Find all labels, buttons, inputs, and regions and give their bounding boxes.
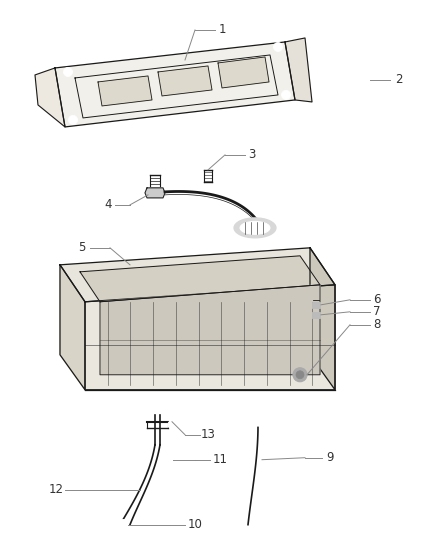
Polygon shape bbox=[60, 248, 335, 302]
Text: 11: 11 bbox=[212, 453, 227, 466]
Circle shape bbox=[273, 43, 283, 52]
Text: 4: 4 bbox=[104, 198, 112, 212]
Polygon shape bbox=[98, 76, 152, 106]
Text: 1: 1 bbox=[218, 23, 226, 36]
Text: 3: 3 bbox=[248, 148, 256, 161]
Polygon shape bbox=[145, 188, 165, 198]
Text: 2: 2 bbox=[395, 74, 403, 86]
Ellipse shape bbox=[240, 221, 270, 235]
Polygon shape bbox=[158, 66, 212, 96]
Polygon shape bbox=[85, 285, 335, 390]
Polygon shape bbox=[310, 248, 335, 390]
Circle shape bbox=[163, 455, 173, 465]
Text: 10: 10 bbox=[187, 518, 202, 531]
Polygon shape bbox=[80, 256, 320, 302]
Circle shape bbox=[282, 91, 290, 100]
Text: 8: 8 bbox=[373, 318, 381, 332]
Polygon shape bbox=[35, 68, 65, 127]
Circle shape bbox=[340, 65, 370, 95]
Circle shape bbox=[64, 68, 73, 76]
Text: 9: 9 bbox=[326, 451, 334, 464]
Text: 12: 12 bbox=[49, 483, 64, 496]
Polygon shape bbox=[60, 265, 85, 390]
Text: 5: 5 bbox=[78, 241, 86, 254]
Bar bbox=[312, 302, 320, 308]
Ellipse shape bbox=[234, 218, 276, 238]
Circle shape bbox=[293, 368, 307, 382]
Text: 7: 7 bbox=[373, 305, 381, 318]
Circle shape bbox=[250, 410, 266, 426]
Circle shape bbox=[68, 116, 78, 124]
Circle shape bbox=[346, 71, 364, 89]
Polygon shape bbox=[218, 57, 269, 88]
Circle shape bbox=[296, 371, 304, 379]
Bar bbox=[312, 312, 320, 318]
Polygon shape bbox=[285, 38, 312, 102]
Circle shape bbox=[118, 520, 128, 530]
Text: 6: 6 bbox=[373, 293, 381, 306]
Text: 13: 13 bbox=[201, 428, 215, 441]
Circle shape bbox=[168, 421, 176, 429]
Polygon shape bbox=[55, 42, 295, 127]
Polygon shape bbox=[100, 285, 320, 375]
